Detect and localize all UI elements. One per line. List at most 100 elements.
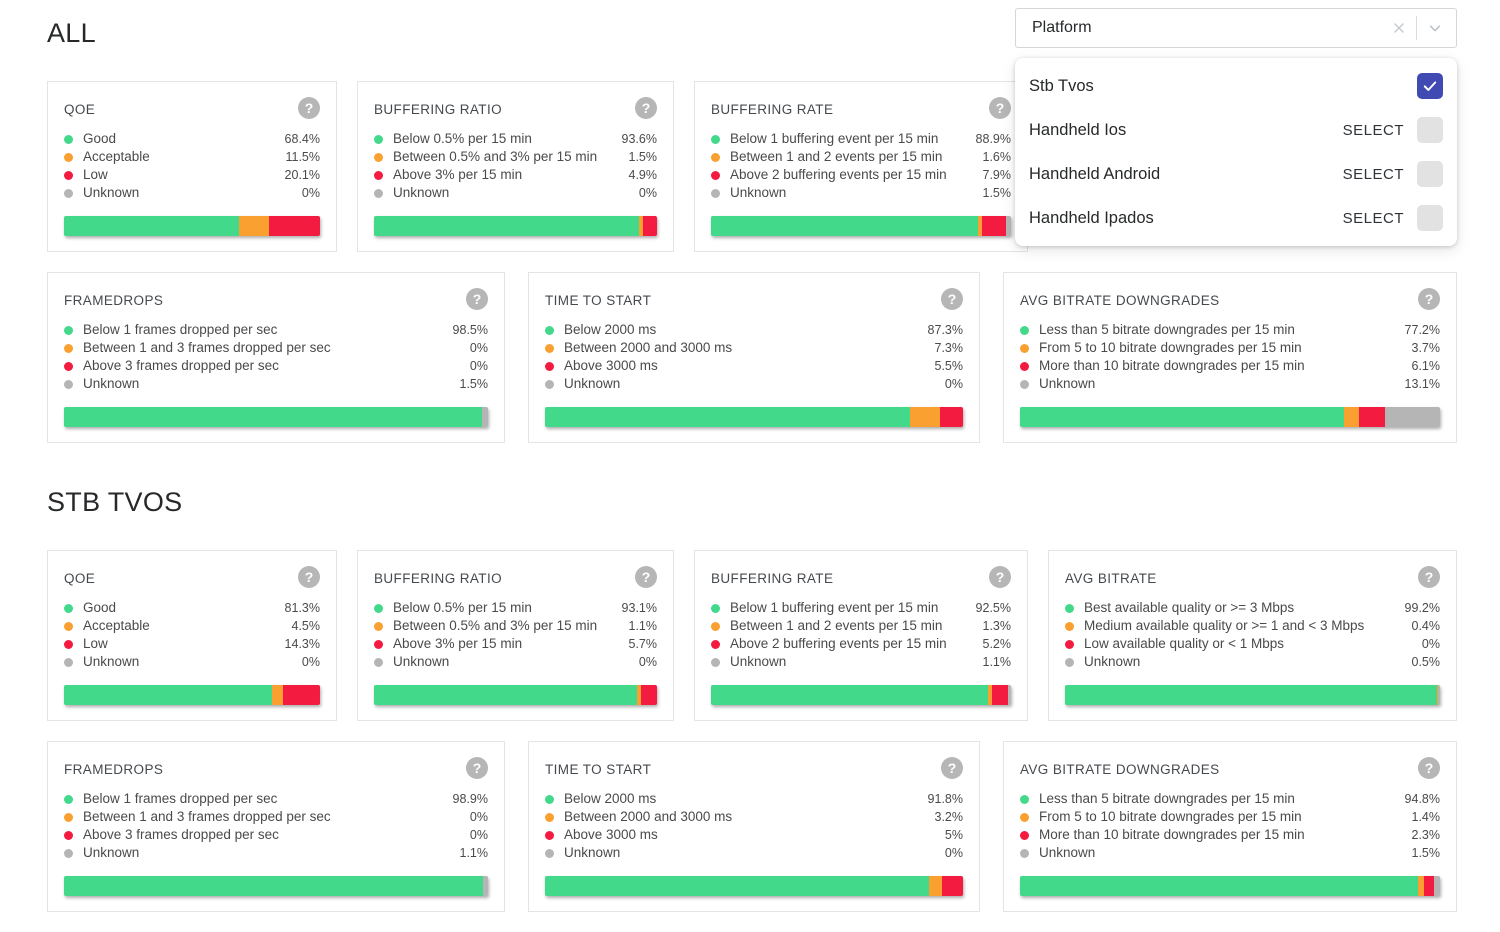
platform-select-input[interactable]: Platform <box>1015 8 1457 48</box>
bar-segment-low <box>942 876 963 896</box>
card-row-top: QOE? Good 68.4% Acceptable 11.5% Low 20.1% Unkn… <box>47 81 1457 252</box>
low-dot-icon <box>711 639 720 649</box>
legend-row: Below 2000 ms 91.8% <box>545 790 963 808</box>
legend-row: Above 3% per 15 min 5.7% <box>374 635 657 653</box>
distribution-bar <box>374 685 657 705</box>
checkbox-checked-icon[interactable] <box>1417 73 1443 99</box>
legend-row: Medium available quality or >= 1 and < 3… <box>1065 617 1440 635</box>
legend-value: 0% <box>301 186 320 200</box>
acceptable-dot-icon <box>1065 621 1074 631</box>
good-dot-icon <box>64 603 73 613</box>
option-label: Stb Tvos <box>1029 76 1094 95</box>
legend-row: Below 0.5% per 15 min 93.6% <box>374 130 657 148</box>
help-icon[interactable]: ? <box>989 97 1011 119</box>
legend: Below 1 buffering event per 15 min 92.5% B… <box>711 599 1011 671</box>
bar-segment-good <box>1020 876 1419 896</box>
bar-segment-acceptable <box>1436 685 1439 705</box>
low-dot-icon <box>374 170 383 180</box>
legend-label: Above 2 buffering events per 15 min <box>730 167 947 182</box>
legend-label: Between 1 and 2 events per 15 min <box>730 618 943 633</box>
select-label[interactable]: SELECT <box>1342 165 1404 183</box>
card-title: BUFFERING RATE <box>711 571 834 586</box>
select-label[interactable]: SELECT <box>1342 209 1404 227</box>
help-icon[interactable]: ? <box>1418 566 1440 588</box>
legend-row: Between 2000 and 3000 ms 7.3% <box>545 339 963 357</box>
legend-value: 14.3% <box>284 637 320 651</box>
platform-option-handheld-ios[interactable]: Handheld Ios SELECT <box>1015 108 1457 152</box>
legend-value: 1.3% <box>982 619 1012 633</box>
bar-segment-good <box>711 216 978 236</box>
help-icon[interactable]: ? <box>941 757 963 779</box>
bar-segment-good <box>1065 685 1437 705</box>
legend-label: Unknown <box>1084 654 1141 669</box>
help-icon[interactable]: ? <box>941 288 963 310</box>
checkbox-icon[interactable] <box>1417 205 1443 231</box>
help-icon[interactable]: ? <box>635 97 657 119</box>
card-header: BUFFERING RATIO? <box>374 97 657 119</box>
bar-segment-good <box>545 876 929 896</box>
help-icon[interactable]: ? <box>298 566 320 588</box>
card-header: TIME TO START? <box>545 288 963 310</box>
help-icon[interactable]: ? <box>466 757 488 779</box>
legend-value: 98.5% <box>452 323 488 337</box>
good-dot-icon <box>545 325 554 335</box>
legend-row: Above 3 frames dropped per sec 0% <box>64 357 488 375</box>
low-dot-icon <box>1065 639 1074 649</box>
legend-row: Low 14.3% <box>64 635 320 653</box>
legend-value: 3.2% <box>934 810 964 824</box>
legend-label: From 5 to 10 bitrate downgrades per 15 m… <box>1039 340 1302 355</box>
legend: Good 81.3% Acceptable 4.5% Low 14.3% Unknown 0% <box>64 599 320 671</box>
checkbox-icon[interactable] <box>1417 117 1443 143</box>
legend-label: Above 2 buffering events per 15 min <box>730 636 947 651</box>
distribution-bar <box>711 216 1011 236</box>
card-row-top: QOE? Good 81.3% Acceptable 4.5% Low 14.3% Unkno… <box>47 550 1457 721</box>
qoe-card: QOE? Good 68.4% Acceptable 11.5% Low 20.1% Unkn… <box>47 81 337 252</box>
help-icon[interactable]: ? <box>635 566 657 588</box>
legend-row: Less than 5 bitrate downgrades per 15 mi… <box>1020 790 1440 808</box>
help-icon[interactable]: ? <box>298 97 320 119</box>
legend-value: 1.1% <box>628 619 658 633</box>
help-icon[interactable]: ? <box>989 566 1011 588</box>
legend-value: 6.1% <box>1411 359 1441 373</box>
legend-row: Between 1 and 3 frames dropped per sec 0% <box>64 808 488 826</box>
platform-dropdown-menu: Stb Tvos Handheld Ios SELECT Handheld Andro… <box>1015 58 1457 246</box>
legend-value: 13.1% <box>1404 377 1440 391</box>
help-icon[interactable]: ? <box>1418 288 1440 310</box>
legend-label: Acceptable <box>83 618 150 633</box>
legend-row: Between 1 and 2 events per 15 min 1.6% <box>711 148 1011 166</box>
legend-label: Unknown <box>393 654 450 669</box>
option-label: Handheld Ios <box>1029 120 1127 139</box>
select-label[interactable]: SELECT <box>1342 121 1404 139</box>
legend-label: Low available quality or < 1 Mbps <box>1084 636 1284 651</box>
bar-segment-good <box>711 685 989 705</box>
legend-value: 0% <box>1421 637 1440 651</box>
clear-icon[interactable] <box>1391 20 1407 36</box>
acceptable-dot-icon <box>374 621 383 631</box>
help-icon[interactable]: ? <box>1418 757 1440 779</box>
legend-label: Good <box>83 600 117 615</box>
platform-option-handheld-ipados[interactable]: Handheld Ipados SELECT <box>1015 196 1457 240</box>
legend-value: 0% <box>469 341 488 355</box>
card-header: AVG BITRATE DOWNGRADES? <box>1020 757 1440 779</box>
platform-option-handheld-android[interactable]: Handheld Android SELECT <box>1015 152 1457 196</box>
legend-value: 87.3% <box>927 323 963 337</box>
help-icon[interactable]: ? <box>466 288 488 310</box>
platform-option-stb-tvos[interactable]: Stb Tvos <box>1015 64 1457 108</box>
chevron-down-icon[interactable] <box>1426 19 1444 37</box>
card-title: BUFFERING RATE <box>711 102 834 117</box>
acceptable-dot-icon <box>711 152 720 162</box>
unknown-dot-icon <box>374 657 383 667</box>
unknown-dot-icon <box>64 848 73 858</box>
distribution-bar <box>64 216 320 236</box>
legend-value: 1.1% <box>982 655 1012 669</box>
legend-value: 5.2% <box>982 637 1012 651</box>
legend-value: 92.5% <box>975 601 1011 615</box>
legend-label: Below 0.5% per 15 min <box>393 600 532 615</box>
distribution-bar <box>64 685 320 705</box>
bar-segment-good <box>545 407 910 427</box>
legend-row: Unknown 1.5% <box>1020 844 1440 862</box>
checkbox-icon[interactable] <box>1417 161 1443 187</box>
good-dot-icon <box>1065 603 1074 613</box>
filter-controls <box>1391 16 1444 40</box>
legend-row: Acceptable 4.5% <box>64 617 320 635</box>
